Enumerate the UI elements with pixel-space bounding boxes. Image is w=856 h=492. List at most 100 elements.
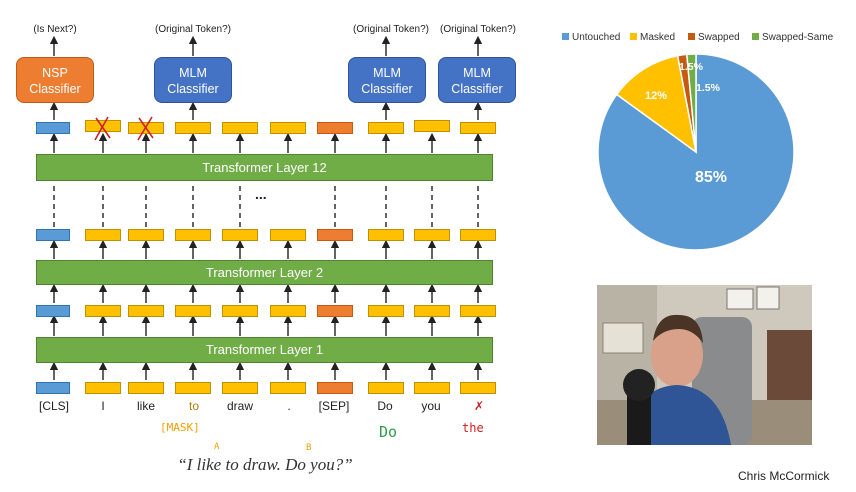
token-box: [460, 305, 496, 317]
token-box: [317, 122, 353, 134]
token-box: [414, 382, 450, 394]
token-box: [460, 229, 496, 241]
token-label-like: like: [136, 399, 155, 413]
mlm-classifier-title: MLM: [179, 66, 207, 80]
pie-slice-swapped-same: [685, 53, 697, 153]
token-box: [175, 229, 211, 241]
token-box: [175, 382, 211, 394]
mlm-classifier-title: MLM: [463, 66, 491, 80]
token-box: [460, 122, 496, 134]
token-box: [222, 305, 258, 317]
token-box: [368, 229, 404, 241]
token-box: [368, 122, 404, 134]
token-box: [128, 305, 164, 317]
token-box: [222, 382, 258, 394]
token-box: [368, 382, 404, 394]
token-box: [85, 229, 121, 241]
mlm-classifier-2: MLM Classifier: [348, 57, 426, 103]
cross-mark-2: [137, 116, 154, 141]
legend-label: Swapped-Same: [762, 32, 834, 43]
token-box: [317, 382, 353, 394]
transformer-layer-2: Transformer Layer 2: [36, 260, 493, 285]
token-box: [270, 122, 306, 134]
webcam-scene: [597, 285, 812, 445]
token-box: [414, 305, 450, 317]
mlm-header-3: (Original Token?): [440, 24, 516, 35]
token-box: [36, 305, 70, 317]
pie-data-label-untouched: 85%: [695, 169, 727, 186]
transformer-layer-12: Transformer Layer 12: [36, 154, 493, 181]
token-box: [175, 305, 211, 317]
mlm-classifier-1: MLM Classifier: [154, 57, 232, 103]
token-label-period: .: [287, 399, 291, 413]
token-box: [85, 382, 121, 394]
token-box: [36, 229, 70, 241]
transformer-layer-1: Transformer Layer 1: [36, 337, 493, 363]
token-label-you: you: [421, 399, 441, 413]
segment-a-annotation: A: [214, 442, 220, 452]
mlm-classifier-3: MLM Classifier: [438, 57, 516, 103]
token-box: [317, 305, 353, 317]
token-box: [128, 382, 164, 394]
pie-data-label-swapped: 1.5%: [679, 61, 704, 73]
mlm-classifier-subtitle: Classifier: [451, 82, 503, 96]
example-sentence: “I like to draw. Do you?”: [177, 455, 353, 474]
legend-label: Masked: [640, 32, 676, 43]
token-label-cls: [CLS]: [38, 399, 69, 413]
nsp-classifier-title: NSP: [42, 66, 68, 80]
mlm-header-2: (Original Token?): [353, 24, 429, 35]
token-box: [36, 382, 70, 394]
pie-chart: 85% 12% 1.5% 1.5%: [597, 53, 795, 251]
nsp-header: (Is Next?): [33, 24, 77, 35]
legend-swapped: Swapped: [688, 32, 740, 43]
token-box: [222, 122, 258, 134]
pie-legend: Untouched Masked Swapped Swapped-Same: [562, 32, 852, 46]
token-box: [270, 382, 306, 394]
mlm-header-1: (Original Token?): [155, 24, 231, 35]
token-box: [270, 229, 306, 241]
mlm-classifier-subtitle: Classifier: [361, 82, 413, 96]
presenter-name: Chris McCormick: [738, 469, 830, 483]
token-label-swapped: ✗: [473, 399, 485, 413]
replacement-do-annotation: Do: [379, 423, 398, 441]
pie-slice-masked: [615, 54, 698, 154]
token-box: [222, 229, 258, 241]
mlm-classifier-title: MLM: [373, 66, 401, 80]
token-box: [175, 122, 211, 134]
token-label-i: I: [101, 399, 105, 413]
cross-out-marks: [94, 116, 154, 141]
webcam-feed: [597, 285, 812, 445]
legend-untouched: Untouched: [562, 32, 620, 43]
token-box: [414, 229, 450, 241]
legend-label: Swapped: [698, 32, 740, 43]
pie-data-label-masked: 12%: [645, 90, 667, 102]
legend-swatch: [688, 33, 695, 40]
token-box: [460, 382, 496, 394]
nsp-classifier-subtitle: Classifier: [29, 82, 81, 96]
token-box: [317, 229, 353, 241]
legend-swatch: [752, 33, 759, 40]
legend-label: Untouched: [572, 32, 621, 43]
nsp-classifier: NSP Classifier: [16, 57, 94, 103]
token-label-draw: draw: [226, 399, 253, 413]
legend-swapped-same: Swapped-Same: [752, 32, 833, 43]
mask-annotation: [MASK]: [160, 421, 200, 434]
token-box: [414, 120, 450, 132]
layer-ellipsis: ...: [255, 186, 267, 202]
pie-data-label-swapped-same: 1.5%: [696, 82, 721, 94]
token-label-to: to: [188, 399, 199, 413]
segment-b-annotation: B: [306, 443, 312, 453]
diagram-arrows: [49, 35, 483, 380]
legend-swatch: [562, 33, 569, 40]
legend-masked: Masked: [630, 32, 675, 43]
token-label-sep: [SEP]: [318, 399, 350, 413]
token-box: [368, 305, 404, 317]
token-box: [128, 229, 164, 241]
cross-mark-1: [94, 116, 111, 141]
token-box: [270, 305, 306, 317]
token-box: [36, 122, 70, 134]
token-label-do: Do: [377, 399, 393, 413]
mlm-classifier-subtitle: Classifier: [167, 82, 219, 96]
legend-swatch: [630, 33, 637, 40]
